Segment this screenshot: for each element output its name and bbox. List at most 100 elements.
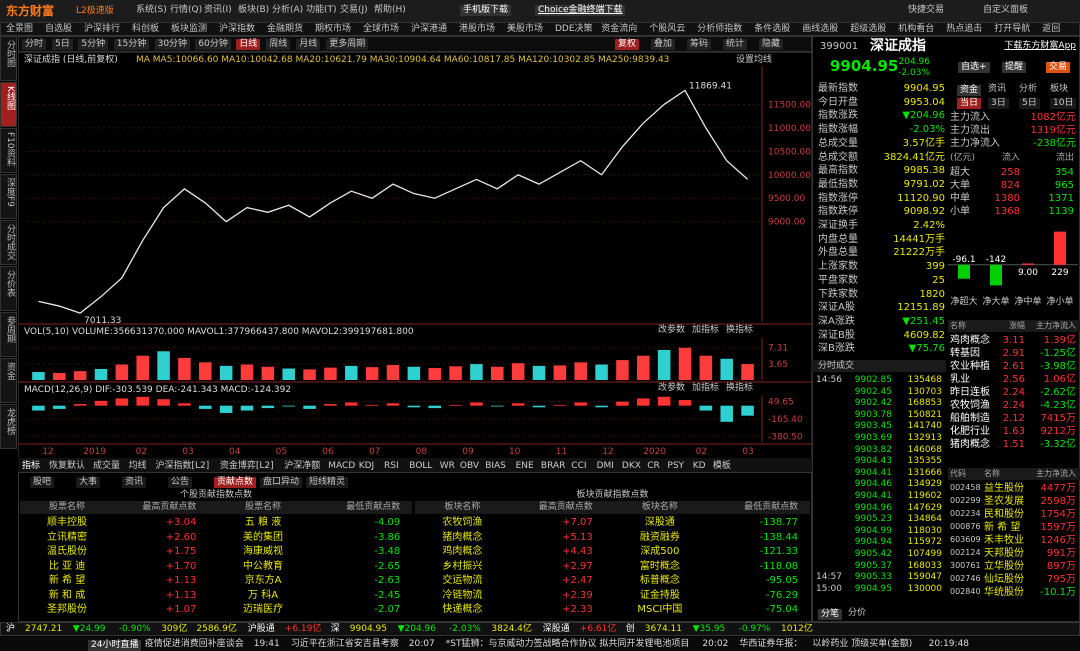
bottom-tab[interactable]: 贡献点数 (214, 477, 257, 488)
indicator-tab[interactable]: BIAS (485, 461, 506, 471)
bottom-tab[interactable]: 盘口异动 (260, 477, 303, 488)
indicator-tab[interactable]: OBV (460, 461, 480, 471)
nav-item[interactable]: 港股市场 (459, 24, 496, 34)
side-tab[interactable] (0, 358, 17, 403)
indicator-tab[interactable]: BRAR (541, 461, 565, 471)
side-tab[interactable] (0, 82, 17, 127)
bottom-tab[interactable]: 股吧 (30, 477, 55, 488)
period-button[interactable]: 15分钟 (113, 39, 150, 50)
fund-tab[interactable]: 分析 (1019, 84, 1038, 94)
nav-item[interactable]: DDE决策 (555, 24, 593, 34)
menu-item[interactable]: 行情(Q) (170, 5, 203, 15)
app-link[interactable]: 下载东方财富App (1004, 41, 1076, 51)
period-button[interactable]: 30分钟 (154, 39, 191, 50)
nav-item[interactable]: 超级选股 (850, 24, 887, 34)
fund-period[interactable]: 当日 (957, 98, 982, 109)
nav-item[interactable]: 金融期货 (267, 24, 304, 34)
indicator-tab[interactable]: DKX (622, 461, 641, 471)
tool-button[interactable]: 复权 (615, 39, 640, 50)
period-button[interactable]: 分时 (22, 39, 47, 50)
mobile-download[interactable]: 手机版下载 (460, 5, 512, 16)
side-tab[interactable] (0, 404, 17, 449)
menu-item[interactable]: 系统(S) (136, 5, 167, 15)
period-button[interactable]: 60分钟 (195, 39, 231, 50)
bottom-tab[interactable]: 大事 (76, 477, 101, 488)
indicator-tab[interactable]: CCI (571, 461, 586, 471)
fund-tab[interactable]: 资讯 (988, 84, 1007, 94)
nav-item[interactable]: 全球市场 (363, 24, 400, 34)
indicator-tab[interactable]: KD (693, 461, 706, 471)
period-button[interactable]: 5日 (52, 39, 73, 50)
nav-item[interactable]: 沪深港通 (411, 24, 448, 34)
side-tab-label[interactable]: K线图 (5, 86, 15, 110)
bottom-tab[interactable]: 公告 (168, 477, 193, 488)
side-tab[interactable] (0, 220, 17, 265)
tool-button[interactable]: 筹码 (687, 39, 712, 50)
fund-period[interactable]: 10日 (1050, 98, 1077, 109)
indicator-tab[interactable]: 指标 (22, 459, 40, 471)
side-tab-label[interactable]: 分价表 (5, 270, 15, 297)
nav-item[interactable]: 画线选股 (802, 24, 839, 34)
indicator-tab[interactable]: 沪深指数[L2] (156, 459, 210, 471)
fund-period[interactable]: 3日 (988, 98, 1009, 109)
indicator-tab[interactable]: 沪深净额 (284, 459, 320, 471)
nav-item[interactable]: 沪深排行 (84, 24, 121, 34)
indicator-tab[interactable]: RSI (384, 461, 399, 471)
nav-item[interactable]: 打开导航 (994, 24, 1031, 34)
period-button[interactable]: 月线 (296, 39, 321, 50)
nav-item[interactable]: 自选股 (45, 24, 73, 34)
indicator-tab[interactable]: 模板 (713, 459, 731, 471)
side-tab[interactable] (0, 174, 17, 219)
indicator-tab[interactable]: 成交量 (93, 459, 120, 471)
side-tab-label[interactable]: 资金 (5, 362, 15, 380)
quick-trade[interactable]: 快捷交易 (908, 5, 945, 15)
quote-button[interactable]: 提醒 (1002, 62, 1027, 73)
indicator-tab[interactable]: WR (440, 461, 455, 471)
indicator-tab[interactable]: DMI (597, 461, 614, 471)
nav-item[interactable]: 板块监测 (171, 24, 208, 34)
bottom-tab[interactable]: 资讯 (122, 477, 147, 488)
nav-item[interactable]: 条件选股 (754, 24, 791, 34)
tool-button[interactable]: 统计 (723, 39, 748, 50)
period-button[interactable]: 更多周期 (326, 39, 369, 50)
menu-item[interactable]: 板块(B) (238, 5, 270, 15)
period-button[interactable]: 周线 (266, 39, 291, 50)
period-button[interactable]: 日线 (236, 39, 261, 50)
side-tab-label[interactable]: 参周期 (5, 316, 15, 343)
indicator-tab[interactable]: CR (647, 461, 660, 471)
indicator-tab[interactable]: 恢复默认 (49, 459, 85, 471)
side-tab-label[interactable]: 分时图 (5, 40, 15, 67)
nav-item[interactable]: 机构看台 (898, 24, 935, 34)
side-tab[interactable] (0, 312, 17, 357)
quote-button[interactable]: 交易 (1046, 62, 1071, 73)
fund-period[interactable]: 5日 (1019, 98, 1040, 109)
indicator-tab[interactable]: 资金博弈[L2] (220, 459, 274, 471)
nav-item[interactable]: 资金流向 (601, 24, 638, 34)
side-tab-label[interactable]: 龙虎榜 (5, 408, 15, 435)
custom-panel[interactable]: 自定义面板 (983, 5, 1029, 15)
indicator-tab[interactable]: BOLL (409, 461, 432, 471)
choice-download[interactable]: Choice金融终端下载 (535, 5, 626, 16)
period-button[interactable]: 5分钟 (78, 39, 109, 50)
nav-item[interactable]: 分析师指数 (697, 24, 743, 34)
tool-button[interactable]: 叠加 (651, 39, 676, 50)
nav-item[interactable]: 返回 (1042, 24, 1061, 34)
nav-item[interactable]: 科创板 (132, 24, 160, 34)
menu-item[interactable]: 功能(T) (306, 5, 337, 15)
indicator-tab[interactable]: ENE (516, 461, 534, 471)
indicator-tab[interactable]: PSY (667, 461, 684, 471)
quote-button[interactable]: 自选+ (958, 62, 990, 73)
indicator-tab[interactable]: MACD (328, 461, 355, 471)
side-tab-label[interactable]: F10资料 (5, 132, 15, 167)
tool-button[interactable]: 隐藏 (759, 39, 784, 50)
side-tab[interactable] (0, 36, 17, 81)
nav-item[interactable]: 个股风云 (649, 24, 686, 34)
nav-item[interactable]: 美股市场 (507, 24, 544, 34)
nav-item[interactable]: 期权市场 (315, 24, 352, 34)
side-tab-label[interactable]: 深度F9 (5, 178, 15, 207)
menu-item[interactable]: 分析(A) (272, 5, 304, 15)
side-tab[interactable] (0, 128, 17, 173)
menu-item[interactable]: 资讯(I) (204, 5, 232, 15)
menu-item[interactable]: 帮助(H) (374, 5, 406, 15)
side-tab-label[interactable]: 分时成交 (5, 224, 15, 260)
